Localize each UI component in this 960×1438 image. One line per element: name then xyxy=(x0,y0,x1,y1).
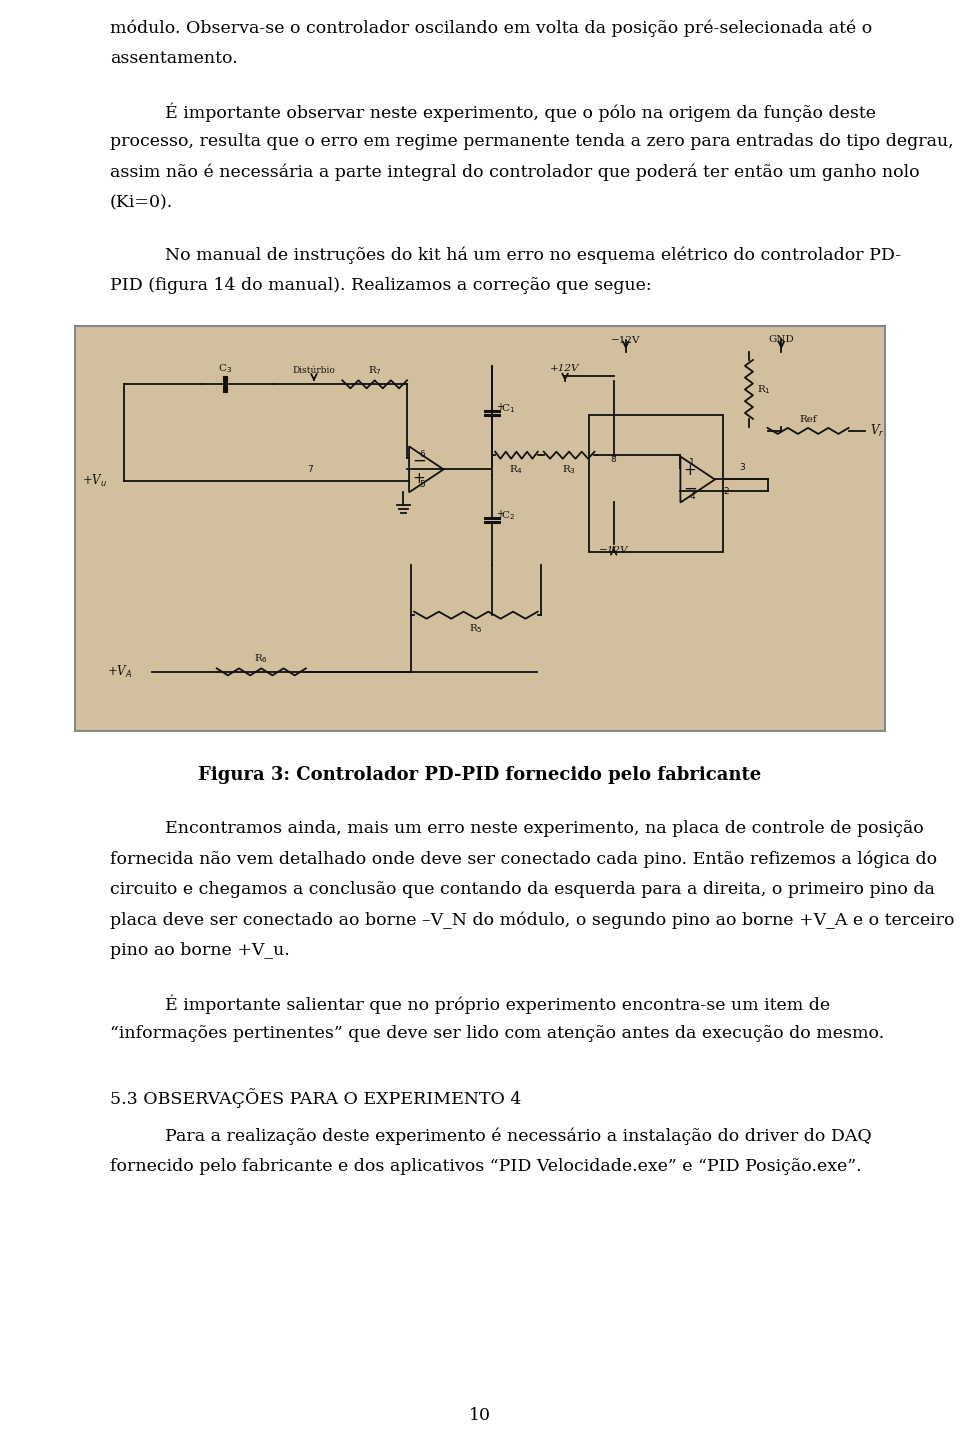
Text: Encontramos ainda, mais um erro neste experimento, na placa de controle de posiç: Encontramos ainda, mais um erro neste ex… xyxy=(165,820,924,837)
Text: “informações pertinentes” que deve ser lido com atenção antes da execução do mes: “informações pertinentes” que deve ser l… xyxy=(110,1025,884,1041)
Text: C$_3$: C$_3$ xyxy=(218,362,232,375)
Text: C$_1$: C$_1$ xyxy=(501,403,516,416)
Bar xyxy=(589,414,723,552)
Text: GND: GND xyxy=(768,335,794,344)
Text: R$_4$: R$_4$ xyxy=(510,463,523,476)
Text: −12V: −12V xyxy=(612,335,640,345)
Text: módulo. Observa-se o controlador oscilando em volta da posição pré-selecionada a: módulo. Observa-se o controlador oscilan… xyxy=(110,20,873,37)
Text: 10: 10 xyxy=(469,1408,491,1425)
Text: É importante observar neste experimento, que o pólo na origem da função deste: É importante observar neste experimento,… xyxy=(165,104,876,122)
Text: 1: 1 xyxy=(689,459,695,467)
Text: assim não é necessária a parte integral do controlador que poderá ter então um g: assim não é necessária a parte integral … xyxy=(110,164,920,181)
Bar xyxy=(75,325,885,731)
Text: 8: 8 xyxy=(611,454,616,464)
Text: fornecida não vem detalhado onde deve ser conectado cada pino. Então refizemos a: fornecida não vem detalhado onde deve se… xyxy=(110,850,937,867)
Text: (Ki=0).: (Ki=0). xyxy=(110,194,173,211)
Text: 7: 7 xyxy=(307,464,313,475)
Text: circuito e chegamos a conclusão que contando da esquerda para a direita, o prime: circuito e chegamos a conclusão que cont… xyxy=(110,881,935,897)
Text: PID (figura 14 do manual). Realizamos a correção que segue:: PID (figura 14 do manual). Realizamos a … xyxy=(110,278,652,295)
Text: 3: 3 xyxy=(739,463,745,472)
Text: +: + xyxy=(496,401,504,411)
Text: 4: 4 xyxy=(689,492,695,502)
Text: pino ao borne +V_u.: pino ao borne +V_u. xyxy=(110,942,290,959)
Text: É importante salientar que no próprio experimento encontra-se um item de: É importante salientar que no próprio ex… xyxy=(165,994,830,1014)
Text: +12V: +12V xyxy=(550,364,580,374)
Text: V$_r$: V$_r$ xyxy=(871,423,885,439)
Text: R$_7$: R$_7$ xyxy=(368,364,382,377)
Text: Figura 3: Controlador PD-PID fornecido pelo fabricante: Figura 3: Controlador PD-PID fornecido p… xyxy=(199,765,761,784)
Text: Distúrbio: Distúrbio xyxy=(293,367,335,375)
Text: R$_6$: R$_6$ xyxy=(254,651,269,664)
Text: +V$_u$: +V$_u$ xyxy=(83,473,108,489)
Text: R$_5$: R$_5$ xyxy=(469,623,483,636)
Text: processo, resulta que o erro em regime permanente tenda a zero para entradas do : processo, resulta que o erro em regime p… xyxy=(110,134,953,151)
Text: Para a realização deste experimento é necessário a instalação do driver do DAQ: Para a realização deste experimento é ne… xyxy=(165,1127,872,1146)
Text: 5.3 OBSERVAÇÕES PARA O EXPERIMENTO 4: 5.3 OBSERVAÇÕES PARA O EXPERIMENTO 4 xyxy=(110,1089,521,1109)
Text: No manual de instruções do kit há um erro no esquema elétrico do controlador PD-: No manual de instruções do kit há um err… xyxy=(165,247,901,265)
Text: +: + xyxy=(684,463,696,477)
Text: 6: 6 xyxy=(420,450,424,459)
Text: −: − xyxy=(684,480,697,498)
Text: R$_1$: R$_1$ xyxy=(756,383,771,395)
Text: 5: 5 xyxy=(420,480,424,489)
Text: assentamento.: assentamento. xyxy=(110,50,238,68)
Text: +V$_A$: +V$_A$ xyxy=(108,664,132,680)
Text: 2: 2 xyxy=(723,487,729,496)
Text: R$_3$: R$_3$ xyxy=(563,463,576,476)
Text: placa deve ser conectado ao borne –V_N do módulo, o segundo pino ao borne +V_A e: placa deve ser conectado ao borne –V_N d… xyxy=(110,912,954,929)
Text: +: + xyxy=(496,509,504,519)
Text: −: − xyxy=(412,452,426,469)
Text: +: + xyxy=(412,472,425,486)
Text: −12V: −12V xyxy=(599,546,629,555)
Text: Ref: Ref xyxy=(800,416,817,424)
Text: fornecido pelo fabricante e dos aplicativos “PID Velocidade.exe” e “PID Posição.: fornecido pelo fabricante e dos aplicati… xyxy=(110,1159,862,1175)
Text: C$_2$: C$_2$ xyxy=(501,509,515,522)
